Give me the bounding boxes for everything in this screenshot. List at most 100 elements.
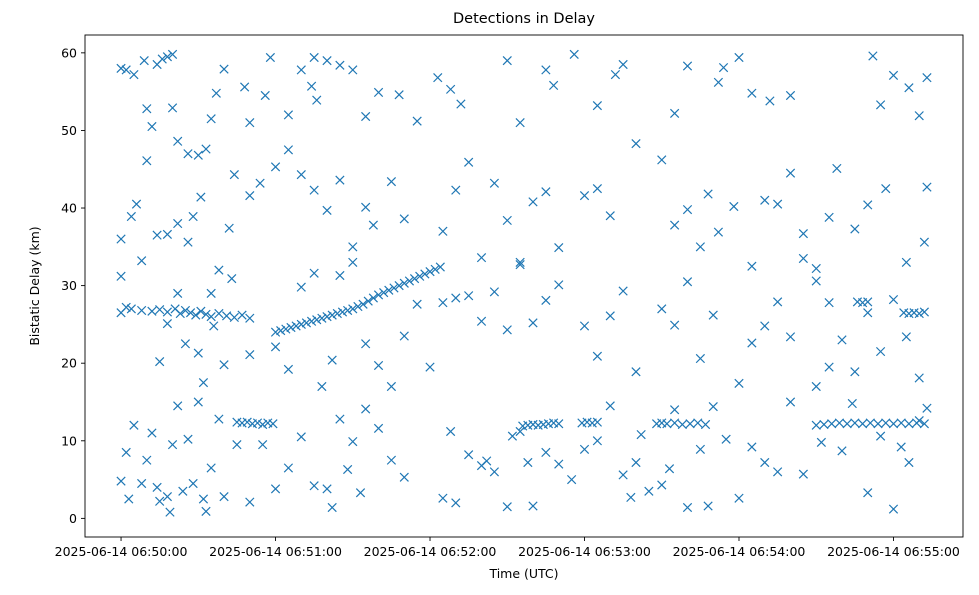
data-point <box>121 65 131 75</box>
data-point <box>327 310 337 320</box>
data-point <box>657 155 667 165</box>
data-point <box>798 253 808 264</box>
data-point <box>335 414 345 424</box>
data-point <box>772 199 783 209</box>
data-point <box>662 419 672 429</box>
y-tick-label: 10 <box>61 433 77 448</box>
data-point <box>142 156 152 166</box>
data-point <box>772 467 783 477</box>
data-point <box>173 136 183 146</box>
data-point <box>785 332 796 342</box>
data-point <box>433 73 443 83</box>
data-point <box>610 69 621 80</box>
data-point <box>528 197 538 207</box>
data-point <box>618 286 628 296</box>
data-point <box>579 190 590 201</box>
data-point <box>502 55 512 66</box>
data-point <box>811 420 821 430</box>
data-point <box>167 49 178 60</box>
data-point <box>700 419 711 430</box>
data-point <box>306 316 317 326</box>
data-point <box>358 299 368 309</box>
data-point <box>245 118 255 128</box>
data-point <box>430 264 440 274</box>
data-point <box>863 308 873 318</box>
x-axis-label: Time (UTC) <box>488 566 558 581</box>
data-point <box>842 419 852 429</box>
data-point <box>255 178 265 188</box>
data-point <box>664 464 675 474</box>
y-tick-label: 40 <box>61 201 77 216</box>
data-point <box>438 298 448 308</box>
data-point <box>196 306 206 316</box>
data-point <box>126 304 136 314</box>
data-point <box>399 472 409 482</box>
data-point <box>162 229 173 240</box>
data-point <box>760 195 770 205</box>
data-point <box>420 269 430 279</box>
data-point <box>507 431 518 441</box>
data-point <box>245 350 255 360</box>
data-point <box>734 493 744 503</box>
data-point <box>147 306 157 316</box>
data-point <box>515 257 525 267</box>
data-point <box>219 492 229 502</box>
data-point <box>240 82 250 92</box>
data-point <box>268 419 278 429</box>
data-point <box>904 83 914 93</box>
data-point <box>718 62 729 73</box>
data-point <box>827 419 837 429</box>
data-point <box>258 419 268 430</box>
data-point <box>670 405 680 415</box>
data-point <box>785 397 796 407</box>
data-point <box>456 99 466 109</box>
data-point <box>214 414 224 424</box>
data-point <box>785 90 796 101</box>
data-point <box>708 402 718 412</box>
data-point <box>306 81 317 91</box>
data-point <box>332 308 342 319</box>
data-point <box>657 304 667 314</box>
data-point <box>528 501 538 511</box>
data-point <box>229 170 239 180</box>
data-point <box>631 139 641 149</box>
data-point <box>348 257 358 267</box>
data-point <box>286 322 296 333</box>
data-point <box>914 415 924 426</box>
data-point <box>695 444 705 454</box>
data-point <box>541 65 551 75</box>
data-point <box>435 262 445 272</box>
data-point <box>276 325 286 336</box>
y-tick-label: 0 <box>69 511 77 526</box>
data-point <box>214 265 224 275</box>
data-point <box>188 211 198 222</box>
x-tick-label: 2025-06-14 06:52:00 <box>364 544 497 559</box>
data-point <box>919 237 930 247</box>
data-point <box>252 418 263 428</box>
data-point <box>185 308 196 318</box>
data-point <box>824 212 834 222</box>
data-point <box>502 215 512 226</box>
data-point <box>355 488 366 498</box>
data-point <box>291 321 301 331</box>
data-point <box>873 419 883 429</box>
data-point <box>162 492 173 502</box>
data-point <box>760 321 770 331</box>
data-point <box>384 285 394 295</box>
data-point <box>919 419 930 429</box>
data-point <box>265 52 276 63</box>
y-axis-label: Bistatic Delay (km) <box>27 226 42 345</box>
data-point <box>914 308 924 319</box>
data-point <box>914 373 924 383</box>
data-point <box>137 478 147 489</box>
data-point <box>445 426 456 437</box>
data-point <box>116 271 126 281</box>
data-point <box>201 506 211 517</box>
data-point <box>322 55 332 66</box>
data-point <box>904 419 914 429</box>
data-point <box>232 440 242 450</box>
data-point <box>180 339 191 349</box>
data-point <box>734 378 744 388</box>
data-point <box>464 157 474 167</box>
